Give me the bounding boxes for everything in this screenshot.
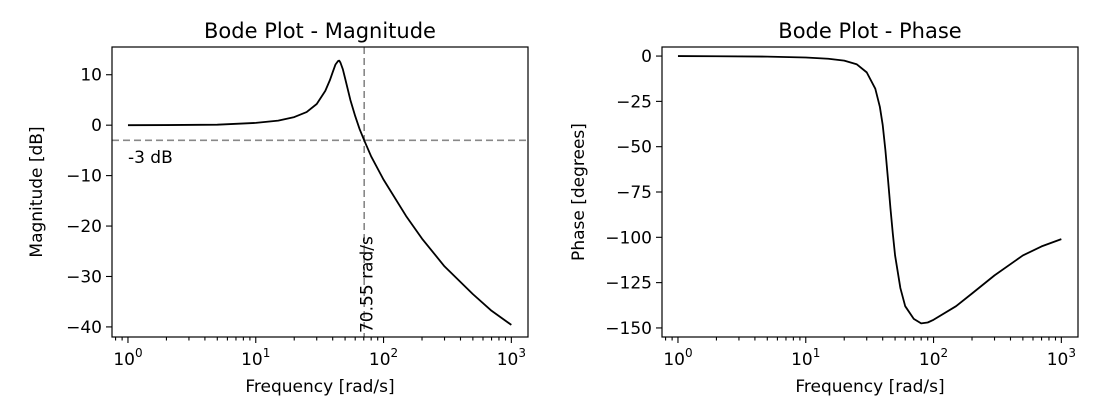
y-tick-label: −125 bbox=[605, 274, 652, 294]
x-tick-base: 10 bbox=[497, 350, 519, 370]
x-tick-label: 103 bbox=[1047, 346, 1076, 370]
x-tick-label: 100 bbox=[113, 346, 142, 370]
chart-title: Bode Plot - Magnitude bbox=[204, 19, 436, 43]
x-tick-exponent: 3 bbox=[518, 346, 526, 360]
x-tick-base: 10 bbox=[1047, 350, 1069, 370]
x-tick-label: 101 bbox=[791, 346, 820, 370]
x-axis-label: Frequency [rad/s] bbox=[795, 377, 944, 397]
y-tick-label: −30 bbox=[66, 267, 102, 287]
x-tick-exponent: 3 bbox=[1068, 346, 1076, 360]
x-tick-base: 10 bbox=[663, 350, 685, 370]
y-tick-label: −75 bbox=[616, 183, 652, 203]
x-tick-label: 103 bbox=[497, 346, 526, 370]
x-tick-exponent: 2 bbox=[941, 346, 949, 360]
y-tick-label: 0 bbox=[641, 47, 652, 67]
y-tick-label: −10 bbox=[66, 167, 102, 187]
y-tick-label: 0 bbox=[91, 116, 102, 136]
x-tick-base: 10 bbox=[113, 350, 135, 370]
x-tick-exponent: 1 bbox=[263, 346, 271, 360]
x-tick-label: 102 bbox=[369, 346, 398, 370]
x-tick-label: 100 bbox=[663, 346, 692, 370]
x-tick-exponent: 2 bbox=[391, 346, 399, 360]
magnitude-curve bbox=[127, 59, 512, 326]
phase-curve bbox=[677, 55, 1062, 325]
x-tick-base: 10 bbox=[369, 350, 391, 370]
x-tick-label: 101 bbox=[241, 346, 270, 370]
x-tick-base: 10 bbox=[241, 350, 263, 370]
y-tick-label: −25 bbox=[616, 92, 652, 112]
y-axis-label: Phase [degrees] bbox=[569, 123, 589, 261]
y-tick-label: −50 bbox=[616, 138, 652, 158]
x-tick-exponent: 0 bbox=[685, 346, 693, 360]
plot-frame bbox=[111, 46, 529, 338]
chart-title: Bode Plot - Phase bbox=[778, 19, 961, 43]
plot-frame bbox=[661, 46, 1079, 338]
x-tick-exponent: 0 bbox=[135, 346, 143, 360]
cutoff-frequency-annotation: 70.55 rad/s bbox=[358, 236, 378, 333]
x-tick-exponent: 1 bbox=[813, 346, 821, 360]
y-tick-label: −150 bbox=[605, 319, 652, 339]
minus-3db-annotation: -3 dB bbox=[128, 148, 173, 168]
y-tick-label: 10 bbox=[80, 66, 102, 86]
x-axis-label: Frequency [rad/s] bbox=[245, 377, 394, 397]
x-tick-base: 10 bbox=[791, 350, 813, 370]
x-tick-base: 10 bbox=[919, 350, 941, 370]
x-tick-label: 102 bbox=[919, 346, 948, 370]
y-tick-label: −20 bbox=[66, 217, 102, 237]
y-axis-label: Magnitude [dB] bbox=[27, 126, 47, 257]
y-tick-label: −40 bbox=[66, 318, 102, 338]
y-tick-label: −100 bbox=[605, 228, 652, 248]
